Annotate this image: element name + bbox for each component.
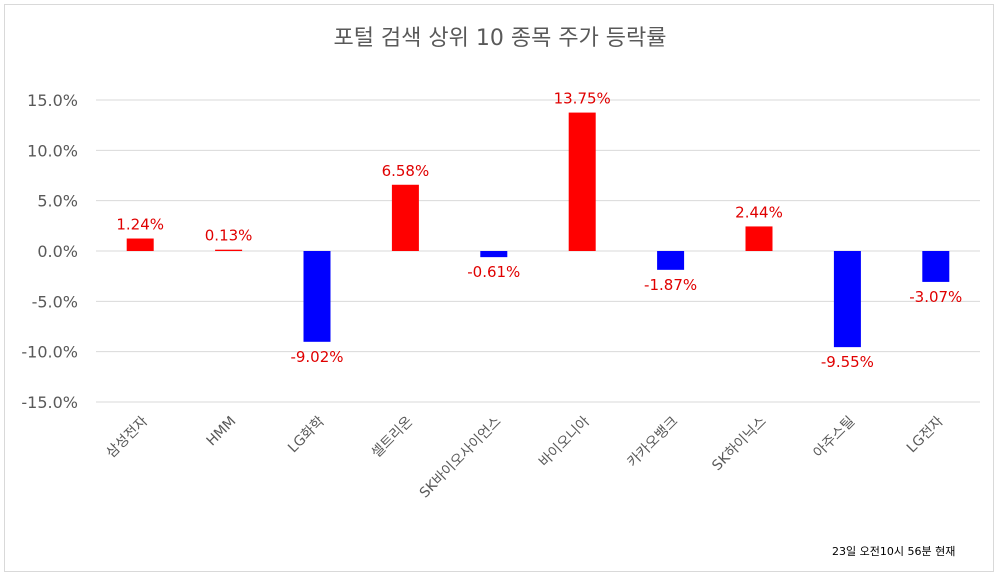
x-tick-label: 셀트리온 bbox=[368, 413, 416, 461]
bar bbox=[657, 251, 685, 270]
bar bbox=[391, 184, 419, 251]
data-label: 1.24% bbox=[116, 216, 164, 234]
y-tick-label: -5.0% bbox=[32, 292, 78, 311]
y-tick-label: 15.0% bbox=[27, 91, 78, 110]
bar bbox=[745, 226, 773, 251]
data-label: 13.75% bbox=[554, 90, 611, 108]
bar bbox=[922, 251, 950, 282]
bar bbox=[833, 251, 861, 348]
data-label: -9.55% bbox=[821, 353, 874, 371]
chart-frame bbox=[4, 4, 994, 572]
x-tick-label: SK하이닉스 bbox=[709, 413, 770, 474]
x-tick-label: 삼성전자 bbox=[103, 413, 151, 461]
y-tick-label: 10.0% bbox=[27, 141, 78, 160]
bar bbox=[303, 251, 331, 342]
data-labels: 1.24% 0.13% -9.02% 6.58% -0.61% 13.75% -1.87% 2… bbox=[116, 90, 962, 372]
bar bbox=[126, 238, 154, 251]
data-label: -9.02% bbox=[290, 348, 343, 366]
chart-title: 포털 검색 상위 10 종목 주가 등락률 bbox=[333, 26, 667, 51]
bar bbox=[568, 112, 596, 251]
data-label: 0.13% bbox=[205, 227, 253, 245]
x-tick-label: LG화학 bbox=[285, 413, 328, 456]
data-label: -3.07% bbox=[909, 288, 962, 306]
bar bbox=[215, 249, 243, 251]
y-tick-label: -15.0% bbox=[21, 393, 78, 412]
y-tick-label: 5.0% bbox=[37, 192, 78, 211]
x-tick-label: 아주스틸 bbox=[810, 414, 858, 462]
data-label: -0.61% bbox=[467, 263, 520, 281]
bars bbox=[126, 112, 950, 348]
data-label: 2.44% bbox=[735, 203, 783, 221]
y-axis: 15.0% 10.0% 5.0% 0.0% -5.0% -10.0% -15.0% bbox=[21, 91, 78, 412]
data-label: 6.58% bbox=[382, 162, 430, 180]
x-tick-label: 바이오니아 bbox=[536, 413, 593, 470]
y-tick-label: -10.0% bbox=[21, 343, 78, 362]
gridlines bbox=[96, 99, 980, 403]
timestamp-note: 23일 오전10시 56분 현재 bbox=[832, 545, 956, 558]
bar bbox=[480, 251, 508, 258]
data-label: -1.87% bbox=[644, 276, 697, 294]
x-tick-label: SK바이오사이언스 bbox=[417, 413, 505, 501]
x-tick-label: HMM bbox=[204, 414, 240, 450]
x-axis: 삼성전자 HMM LG화학 셀트리온 SK바이오사이언스 바이오니아 카카오뱅크 SK하이닉스… bbox=[103, 413, 946, 501]
y-tick-label: 0.0% bbox=[37, 242, 78, 261]
x-tick-label: 카카오뱅크 bbox=[625, 413, 682, 470]
x-tick-label: LG전자 bbox=[904, 413, 947, 456]
